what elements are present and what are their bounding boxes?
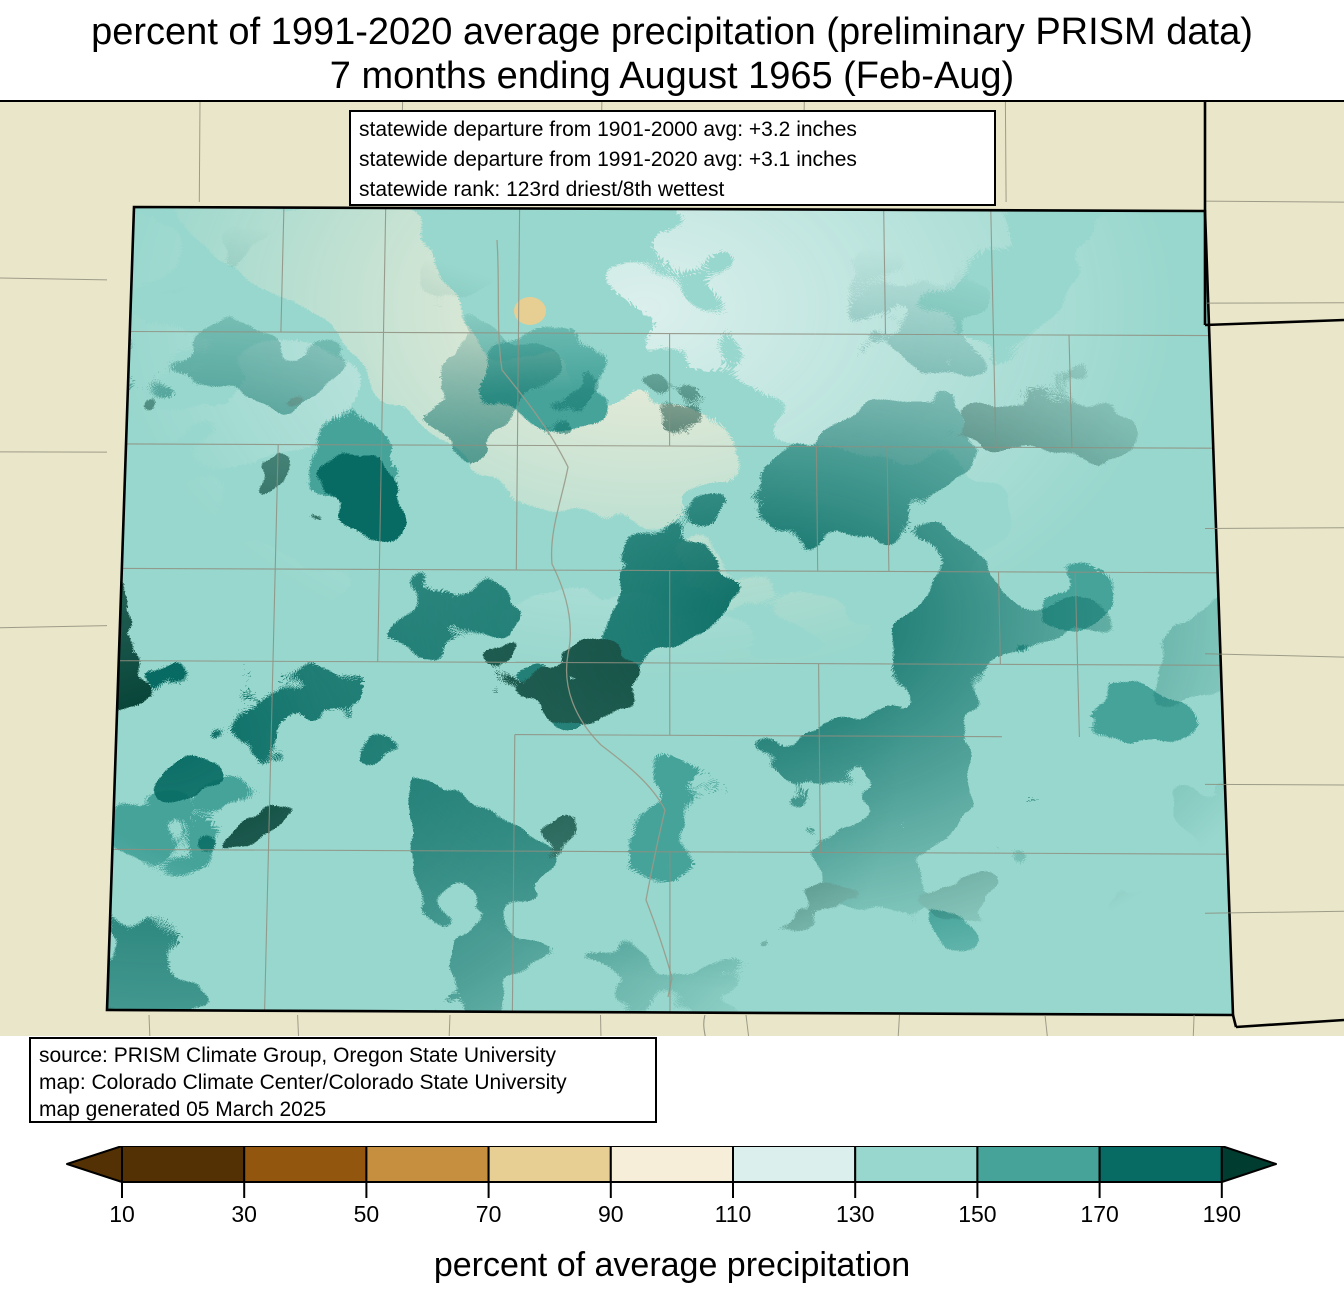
svg-text:percent of average precipitati: percent of average precipitation	[434, 1246, 910, 1284]
svg-text:130: 130	[836, 1201, 874, 1227]
svg-text:10: 10	[109, 1201, 135, 1227]
svg-text:50: 50	[354, 1201, 380, 1227]
svg-text:170: 170	[1080, 1201, 1118, 1227]
svg-text:190: 190	[1203, 1201, 1241, 1227]
svg-text:70: 70	[476, 1201, 502, 1227]
svg-text:110: 110	[715, 1201, 752, 1227]
svg-text:90: 90	[598, 1201, 624, 1227]
svg-text:150: 150	[958, 1201, 996, 1227]
svg-text:30: 30	[231, 1201, 257, 1227]
